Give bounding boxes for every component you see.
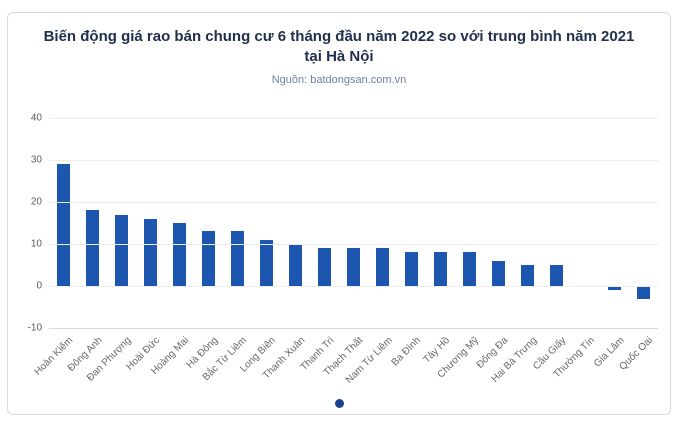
gridline [49, 160, 658, 161]
bar [550, 265, 563, 286]
bar-slot [281, 118, 310, 328]
bar-slot [397, 118, 426, 328]
bar-slot [484, 118, 513, 328]
bar [521, 265, 534, 286]
bar-slot [600, 118, 629, 328]
y-axis-tick-label: 0 [36, 280, 42, 292]
bar [492, 260, 505, 286]
bar [173, 223, 186, 286]
bar [376, 248, 389, 286]
bars-container [49, 118, 658, 328]
bar [86, 210, 99, 286]
x-axis-label: Hoàn Kiếm [32, 335, 76, 378]
chart-card: Biến động giá rao bán chung cư 6 tháng đ… [7, 12, 671, 415]
bar [463, 252, 476, 286]
bar-slot [368, 118, 397, 328]
bar-slot [542, 118, 571, 328]
bar [434, 252, 447, 286]
x-axis-line [49, 328, 658, 329]
chart-source: Nguồn: batdongsan.com.vn [271, 73, 407, 86]
y-axis-tick-label: 40 [30, 112, 42, 124]
bar-slot [107, 118, 136, 328]
bar [608, 286, 621, 291]
bar [202, 231, 215, 286]
bar-slot [339, 118, 368, 328]
bar-slot [426, 118, 455, 328]
bar [115, 214, 128, 286]
gridline [49, 286, 658, 287]
bar-slot [136, 118, 165, 328]
gridline [49, 118, 658, 119]
bar-slot [455, 118, 484, 328]
y-axis-tick-label: 20 [30, 196, 42, 208]
bar [318, 248, 331, 286]
bar-slot [194, 118, 223, 328]
x-axis-label: Ba Đình [389, 335, 424, 369]
bar [637, 286, 650, 299]
bar [289, 244, 302, 286]
bar-slot [223, 118, 252, 328]
bar-slot [310, 118, 339, 328]
bar-slot [49, 118, 78, 328]
chart-title: Biến động giá rao bán chung cư 6 tháng đ… [43, 28, 635, 66]
carousel-dot[interactable] [334, 399, 344, 408]
bar-slot [571, 118, 600, 328]
bar-slot [78, 118, 107, 328]
x-axis-labels: Hoàn Kiếm Đông Anh Đan Phượng Hoài Đức Hoàng… [33, 328, 658, 386]
y-axis-tick-label: 30 [30, 154, 42, 166]
bar-slot [252, 118, 281, 328]
bar [260, 239, 273, 286]
gridline [49, 244, 658, 245]
bar [231, 231, 244, 286]
bar-slot [165, 118, 194, 328]
bar [57, 164, 70, 286]
y-axis-tick-label: -10 [27, 322, 42, 334]
bar-slot [513, 118, 542, 328]
bar [144, 218, 157, 286]
gridline [49, 202, 658, 203]
bar [347, 248, 360, 286]
plot-area: 40 30 20 10 0 -10 [28, 113, 658, 334]
bar-slot [629, 118, 658, 328]
y-axis-tick-label: 10 [30, 238, 42, 250]
bar [405, 252, 418, 286]
